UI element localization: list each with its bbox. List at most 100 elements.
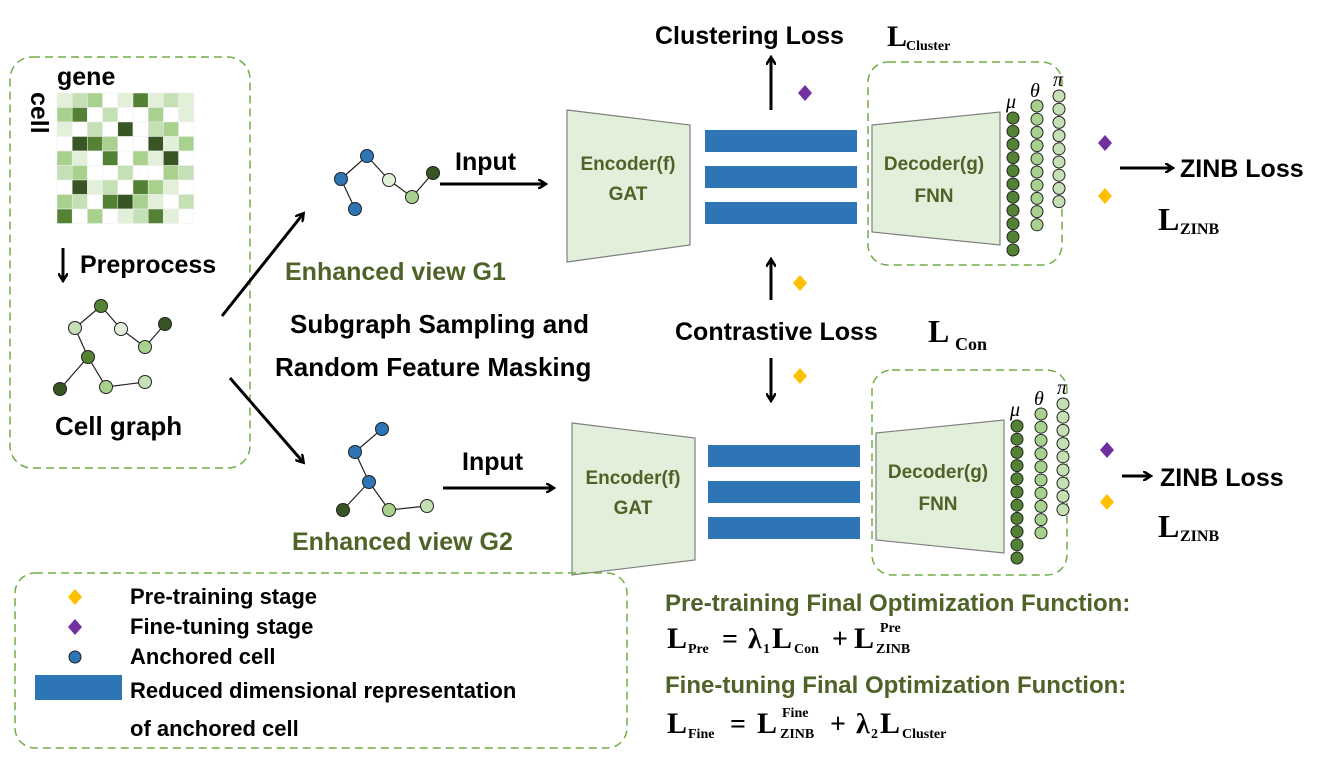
encoder-model: GAT [609,184,648,205]
zinb-node [1006,111,1020,125]
pretrain-formula-title: Pre-training Final Optimization Function… [665,590,1130,617]
zinb-node [1010,459,1024,473]
finetune-formula-title: Fine-tuning Final Optimization Function: [665,672,1126,699]
graph-edge [59,356,89,390]
branch-arrow-g1 [220,214,303,317]
zinb-node [1030,152,1044,166]
zinb-node [1052,168,1066,182]
formula-symbol: L [757,707,777,740]
matrix-cell [56,194,73,210]
zinb-parameter-nodes [1006,89,1066,257]
matrix-cell [87,165,103,181]
zinb-node [1056,410,1070,424]
cell-node [138,340,152,354]
contrastive-loss-sub: Con [955,334,987,354]
matrix-cell [71,92,88,108]
matrix-cell [71,121,88,137]
legend-border [14,572,628,749]
matrix-cell [132,179,149,195]
zinb-node [1010,485,1024,499]
zinb-node [1010,498,1024,512]
matrix-cell [56,208,73,224]
finetune-diamond-icon [68,619,82,635]
formula-sub: Con [794,642,819,657]
matrix-cell [132,136,149,152]
matrix-cell [163,121,179,137]
zinb-node [1006,164,1020,178]
matrix-cell [102,179,119,195]
view2-encoder: Encoder(f) GAT [571,422,696,576]
representation-bar [708,517,860,539]
representation-bar-icon [35,675,122,700]
zinb-node [1052,102,1066,116]
zinb-node [1034,460,1048,474]
matrix-cell [178,92,195,108]
matrix-cell [117,179,134,195]
cell-node [382,503,396,517]
matrix-cell [163,92,179,108]
matrix-cell [117,136,134,152]
enhanced-view-g2-graph [336,422,434,517]
zinb-node [1034,526,1048,540]
matrix-cell [178,136,195,152]
zinb-parameter-nodes [1010,397,1070,565]
zinb-node [1010,538,1024,552]
representation-bar [708,481,860,503]
matrix-cell [102,92,119,108]
formula-symbol: L [772,622,792,655]
matrix-cell [178,208,195,224]
mu-label: μ [1005,91,1016,113]
cell-label: cell [25,92,53,134]
view2-input-label: Input [462,448,524,476]
zinb-node [1030,178,1044,192]
zinb-node [1034,486,1048,500]
zinb-node [1006,177,1020,191]
legend-anchored: Anchored cell [130,644,275,669]
zinb-loss-symbol: L [1158,201,1179,237]
input-panel: gene cell Preprocess Cell graph [9,56,251,469]
decoder-box-border [871,369,1068,576]
zinb-loss-sub: ZINB [1180,221,1219,238]
contrastive-loss-label: Contrastive Loss [675,318,878,346]
cell-graph [53,299,172,396]
finetune-diamond-icon [1100,442,1114,458]
zinb-node [1052,129,1066,143]
gene-label: gene [57,63,115,91]
zinb-loss-symbol: L [1158,508,1179,544]
zinb-node [1056,463,1070,477]
encoder-label: Encoder(f) [581,154,676,175]
zinb-node [1052,115,1066,129]
formulas: Pre-training Final Optimization Function… [665,590,1130,742]
formula-symbol: L [854,622,874,655]
pretrain-formula: L Pre = λ 1 L Con + L Pre ZINB [667,621,910,657]
matrix-cell [102,107,119,123]
encoder-trapezoid [566,109,691,263]
matrix-cell [117,150,134,166]
cell-node [382,173,396,187]
cell-node [426,166,440,180]
zinb-node [1034,499,1048,513]
decoder-label: Decoder(g) [884,154,984,175]
anchored-cell-node [375,422,389,436]
encoder-label: Encoder(f) [586,468,681,489]
zinb-node [1030,99,1044,113]
cell-node [53,382,67,396]
pretrain-diamond-icon [1100,494,1114,510]
cell-node [138,375,152,389]
pretrain-diamond-icon [68,589,82,605]
cell-node [68,321,82,335]
matrix-cell [163,208,179,224]
matrix-cell [163,136,179,152]
decoder-model: FNN [918,494,957,515]
legend-reduced-line2: of anchored cell [130,716,299,741]
matrix-cell [71,208,88,224]
matrix-cell [71,150,88,166]
pretrain-diamond-icon [793,368,807,384]
zinb-node [1006,217,1020,231]
zinb-node [1030,165,1044,179]
clustering-loss-sub: Cluster [906,39,950,54]
matrix-cell [147,150,164,166]
cell-node [158,317,172,331]
cell-graph-label: Cell graph [55,411,182,441]
matrix-cell [163,150,179,166]
